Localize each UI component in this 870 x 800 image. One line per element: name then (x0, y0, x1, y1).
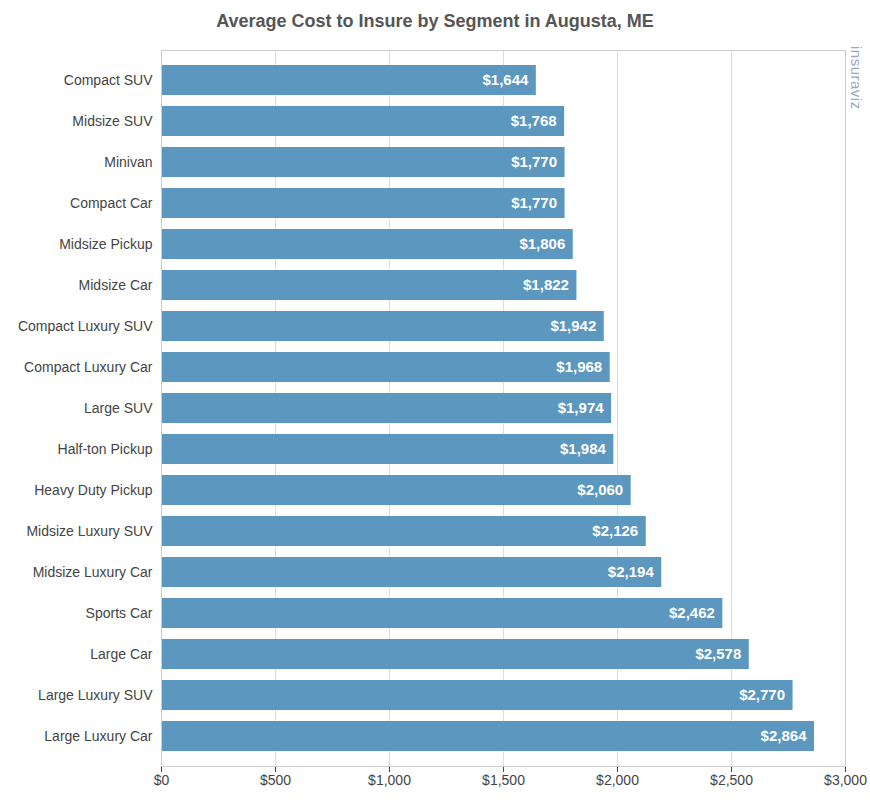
svg-text:$2,000: $2,000 (596, 772, 639, 788)
svg-text:$1,000: $1,000 (368, 772, 411, 788)
svg-text:$1,770: $1,770 (511, 153, 557, 170)
svg-text:Sports Car: Sports Car (86, 605, 153, 621)
svg-text:$1,500: $1,500 (482, 772, 525, 788)
svg-text:Large SUV: Large SUV (84, 400, 153, 416)
svg-text:$1,942: $1,942 (550, 317, 596, 334)
svg-text:$1,822: $1,822 (523, 276, 569, 293)
svg-text:Midsize Pickup: Midsize Pickup (59, 236, 153, 252)
svg-text:$500: $500 (260, 772, 291, 788)
svg-text:Compact Luxury SUV: Compact Luxury SUV (18, 318, 153, 334)
svg-text:Half-ton Pickup: Half-ton Pickup (58, 441, 153, 457)
svg-text:$1,806: $1,806 (519, 235, 565, 252)
html-text:Average Cost to Insure by Segm: Average Cost to Insure by Segment in Aug… (216, 11, 654, 31)
svg-text:$0: $0 (154, 772, 170, 788)
svg-text:Compact Car: Compact Car (70, 195, 153, 211)
svg-text:Compact Luxury Car: Compact Luxury Car (24, 359, 153, 375)
svg-text:Midsize Luxury Car: Midsize Luxury Car (33, 564, 153, 580)
svg-text:Midsize Car: Midsize Car (79, 277, 153, 293)
svg-text:Heavy Duty Pickup: Heavy Duty Pickup (34, 482, 152, 498)
svg-text:$2,578: $2,578 (695, 645, 741, 662)
svg-text:Midsize Luxury SUV: Midsize Luxury SUV (26, 523, 153, 539)
svg-text:$2,770: $2,770 (739, 686, 785, 703)
svg-text:$2,864: $2,864 (761, 727, 808, 744)
svg-text:$2,194: $2,194 (608, 563, 655, 580)
svg-text:$1,768: $1,768 (511, 112, 557, 129)
svg-text:$2,500: $2,500 (710, 772, 753, 788)
svg-text:$1,974: $1,974 (558, 399, 605, 416)
html-text:insuraviz: insuraviz (848, 46, 865, 110)
svg-text:Large Luxury Car: Large Luxury Car (44, 728, 153, 744)
svg-text:$2,060: $2,060 (577, 481, 623, 498)
svg-text:$1,968: $1,968 (556, 358, 602, 375)
svg-text:$3,000: $3,000 (824, 772, 867, 788)
svg-text:Minivan: Minivan (104, 154, 152, 170)
svg-text:Compact SUV: Compact SUV (64, 72, 153, 88)
svg-text:Midsize SUV: Midsize SUV (72, 113, 153, 129)
svg-text:$1,770: $1,770 (511, 194, 557, 211)
svg-text:$2,462: $2,462 (669, 604, 715, 621)
svg-text:$1,984: $1,984 (560, 440, 607, 457)
svg-text:Large Luxury SUV: Large Luxury SUV (38, 687, 153, 703)
svg-text:$1,644: $1,644 (482, 71, 529, 88)
svg-text:Large Car: Large Car (90, 646, 153, 662)
svg-text:$2,126: $2,126 (592, 522, 638, 539)
